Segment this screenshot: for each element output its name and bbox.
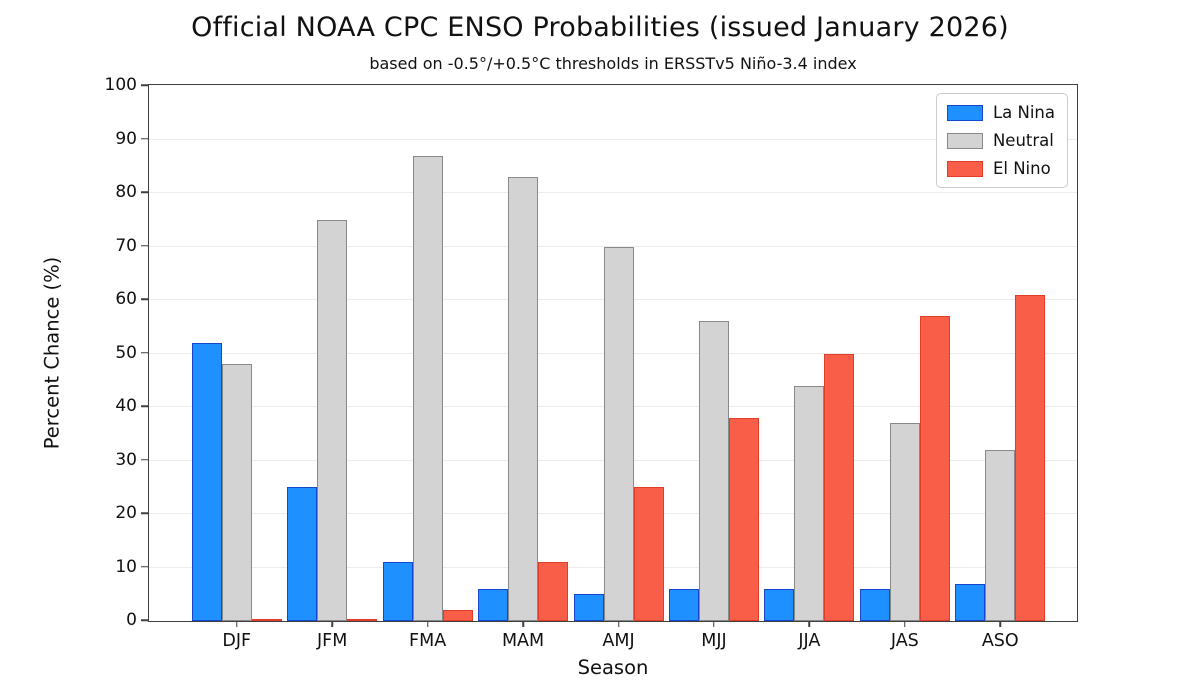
bar-neutral-djf xyxy=(221,364,252,621)
y-tick-mark xyxy=(141,512,149,514)
gridline-y-80 xyxy=(149,192,1077,193)
bar-el-nino-jas xyxy=(919,316,950,621)
bar-la-nina-jja xyxy=(764,588,795,621)
bar-la-nina-jas xyxy=(859,588,890,621)
bar-el-nino-mjj xyxy=(728,417,759,621)
legend-label: Neutral xyxy=(992,131,1054,150)
bar-neutral-jja xyxy=(794,385,825,621)
la-nina-swatch-icon xyxy=(946,104,983,121)
bar-el-nino-jja xyxy=(824,353,855,621)
bar-neutral-amj xyxy=(603,246,634,621)
legend-item-la-nina: La Nina xyxy=(946,103,1055,122)
bar-la-nina-fma xyxy=(382,562,413,621)
y-tick-mark xyxy=(141,351,149,354)
bar-la-nina-djf xyxy=(191,342,222,621)
bar-neutral-aso xyxy=(985,449,1016,621)
y-tick-label: 0 xyxy=(126,610,137,630)
bar-el-nino-djf xyxy=(251,619,282,621)
bar-neutral-mjj xyxy=(698,321,729,621)
bar-neutral-mam xyxy=(508,176,539,621)
y-tick-mark xyxy=(141,565,149,568)
gridline-y-90 xyxy=(149,138,1077,140)
y-tick-label: 100 xyxy=(104,75,137,95)
legend-item-el-nino: El Nino xyxy=(946,159,1055,178)
x-tick-label-djf: DJF xyxy=(222,631,252,651)
x-tick-mark xyxy=(331,621,333,627)
y-tick-label: 10 xyxy=(115,556,137,577)
el-nino-swatch-icon xyxy=(946,160,983,177)
x-tick-label-jas: JAS xyxy=(890,631,919,651)
legend-item-neutral: Neutral xyxy=(946,131,1055,150)
legend-label: La Nina xyxy=(992,103,1055,122)
neutral-swatch-icon xyxy=(946,132,983,149)
x-tick-mark xyxy=(713,621,715,627)
bar-neutral-jas xyxy=(889,423,920,621)
y-tick-mark xyxy=(141,619,149,621)
y-tick-mark xyxy=(141,244,149,247)
y-tick-label: 80 xyxy=(115,182,137,202)
y-tick-label: 30 xyxy=(115,449,137,470)
x-tick-mark xyxy=(522,621,524,627)
y-tick-mark xyxy=(141,298,149,300)
y-tick-mark xyxy=(141,137,149,140)
y-tick-mark xyxy=(141,84,149,86)
bar-el-nino-jfm xyxy=(347,619,378,621)
bar-la-nina-aso xyxy=(955,583,986,621)
bar-el-nino-mam xyxy=(538,562,569,621)
chart-subtitle: based on -0.5°/+0.5°C thresholds in ERSS… xyxy=(369,54,857,73)
bar-la-nina-jfm xyxy=(287,487,318,621)
chart-title: Official NOAA CPC ENSO Probabilities (is… xyxy=(191,12,1009,43)
y-tick-label: 50 xyxy=(115,342,137,363)
legend: La Nina Neutral El Nino xyxy=(935,93,1068,188)
bar-la-nina-mjj xyxy=(668,588,699,621)
x-tick-mark xyxy=(999,621,1002,627)
bar-neutral-fma xyxy=(412,155,443,621)
x-tick-label-fma: FMA xyxy=(409,631,447,651)
y-tick-mark xyxy=(141,458,149,461)
x-tick-mark xyxy=(808,621,811,627)
y-tick-mark xyxy=(141,191,149,193)
bar-el-nino-amj xyxy=(633,487,664,621)
x-tick-label-mjj: MJJ xyxy=(701,631,727,651)
y-tick-label: 20 xyxy=(115,503,137,523)
x-tick-label-mam: MAM xyxy=(501,631,545,651)
x-axis-label: Season xyxy=(577,656,649,679)
plot-area: La Nina Neutral El Nino 0 10 20 30 40 50 60 70 8… xyxy=(105,75,1078,651)
y-tick-label: 40 xyxy=(115,396,137,416)
x-tick-label-jja: JJA xyxy=(798,631,821,651)
bar-neutral-jfm xyxy=(317,219,348,621)
bar-el-nino-fma xyxy=(442,610,473,621)
y-tick-label: 70 xyxy=(115,235,137,256)
x-tick-mark xyxy=(617,621,620,627)
gridline-y-70 xyxy=(149,245,1077,247)
x-tick-mark xyxy=(235,621,238,627)
x-tick-mark xyxy=(904,621,906,627)
bar-la-nina-mam xyxy=(478,588,509,621)
x-tick-label-amj: AMJ xyxy=(602,631,635,651)
y-tick-label: 90 xyxy=(115,128,137,149)
y-tick-label: 60 xyxy=(115,289,137,309)
bar-el-nino-aso xyxy=(1015,294,1046,621)
y-axis-label: Percent Chance (%) xyxy=(40,256,64,450)
x-tick-mark xyxy=(426,621,429,627)
bar-la-nina-amj xyxy=(573,594,604,621)
x-tick-label-jfm: JFM xyxy=(316,631,348,651)
legend-label: El Nino xyxy=(992,159,1051,178)
x-tick-label-aso: ASO xyxy=(981,631,1019,651)
y-tick-mark xyxy=(141,405,149,407)
